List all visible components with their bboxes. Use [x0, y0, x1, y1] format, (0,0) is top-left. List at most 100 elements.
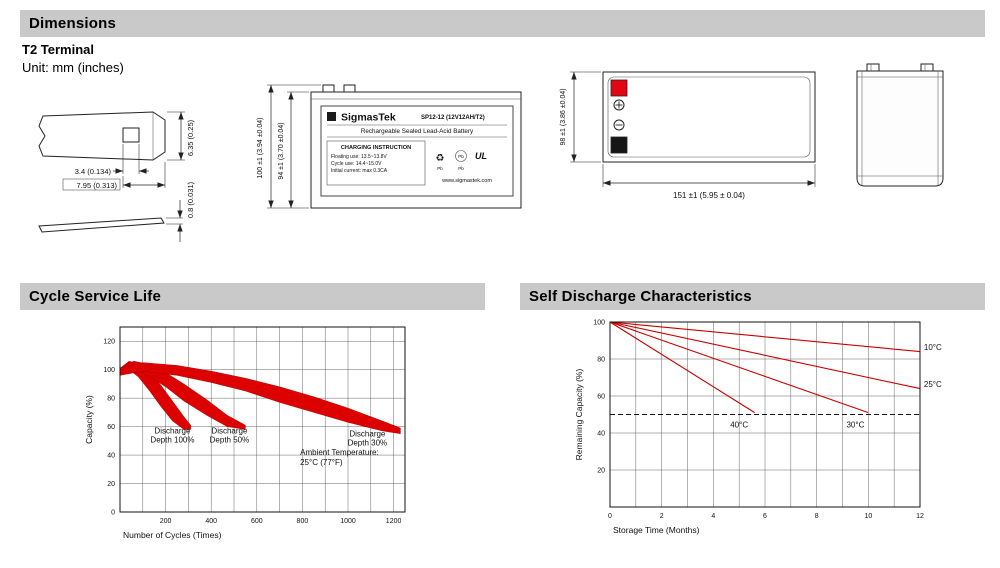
- negative-symbol-icon: [613, 119, 625, 131]
- x-tick-label: 8: [815, 513, 819, 520]
- y-tick-label: 100: [103, 367, 115, 374]
- dimensions-section-title: Dimensions: [29, 15, 117, 32]
- plot-border: [119, 326, 406, 513]
- y-tick-label: 60: [597, 394, 605, 401]
- x-tick-label: 4: [711, 513, 715, 520]
- y-tick-label: 40: [107, 453, 115, 460]
- x-tick-label: 10: [864, 513, 872, 520]
- discharge-band: [119, 362, 401, 434]
- website-text: www.sigmastek.com: [441, 178, 492, 184]
- dim-container-height-label: 94 ±1 (3.70 ±0.04): [278, 122, 285, 179]
- y-axis-label: Remaining Capacity (%): [574, 369, 584, 461]
- series-label: 25°C: [924, 380, 942, 389]
- x-tick-label: 200: [160, 518, 172, 525]
- plot-border: [609, 321, 921, 508]
- dim-tab-width-label: 7.95 (0.313): [77, 181, 118, 190]
- dimensions-section-header: Dimensions: [20, 10, 985, 37]
- charging-instruction-title: CHARGING INSTRUCTION: [341, 145, 411, 151]
- series-label: 40°C: [730, 420, 748, 429]
- side-terminal-1: [866, 63, 880, 72]
- dim-tab-thickness-label: 0.8 (0.031): [186, 181, 195, 218]
- x-tick-label: 800: [297, 518, 309, 525]
- unit-note: Unit: mm (inches): [22, 60, 124, 75]
- front-view-drawing: SigmasTek SP12-12 (12V12AH/T2) Rechargea…: [257, 84, 522, 209]
- top-view-drawing: 98 ±1 (3.86 ±0.04) 151 ±1 (5.95 ± 0.04): [560, 71, 816, 200]
- cycle-service-life-header: Cycle Service Life: [20, 283, 485, 310]
- dim-width-98-label: 98 ±1 (3.86 ±0.04): [560, 88, 567, 145]
- terminal-top-shape: [38, 111, 166, 161]
- charging-line-1: Floating use: 13.5~13.8V: [331, 154, 387, 160]
- side-view-case: [856, 63, 944, 187]
- charging-line-3: Initial current: max 0.3CA: [331, 168, 388, 174]
- dim-overall-height: 100 ±1 (3.94 ±0.04): [257, 84, 321, 209]
- series-line: [609, 321, 921, 390]
- brand-logo-icon: [327, 112, 336, 121]
- annotation-text: Ambient Temperature:: [300, 448, 379, 457]
- dim-container-height: 94 ±1 (3.70 ±0.04): [278, 91, 309, 208]
- pb-circle-icon: [455, 150, 467, 162]
- x-tick-label: 1200: [386, 518, 402, 525]
- dim-length-151: 151 ±1 (5.95 ± 0.04): [602, 164, 816, 200]
- band-label: Depth 50%: [210, 436, 250, 445]
- x-tick-label: 12: [916, 513, 924, 520]
- self-discharge-chart: 10°C 25°C 30°C 40°C 0 2 4 6 8 10 12 20 40 60 80 100 Stor…: [574, 320, 942, 536]
- dim-length-151-label: 151 ±1 (5.95 ± 0.04): [673, 191, 745, 200]
- y-tick-label: 100: [593, 320, 605, 327]
- pb-circle-text: Pb: [458, 154, 464, 159]
- side-view-drawing: [856, 63, 944, 187]
- terminal-type-label: T2 Terminal: [22, 42, 95, 57]
- terminal-tab-1: [322, 84, 335, 93]
- x-tick-label: 1000: [340, 518, 356, 525]
- dim-width-98: 98 ±1 (3.86 ±0.04): [560, 71, 601, 163]
- x-tick-label: 2: [660, 513, 664, 520]
- battery-type-text: Rechargeable Sealed Lead-Acid Battery: [361, 128, 474, 135]
- x-axis-label: Storage Time (Months): [613, 525, 700, 535]
- ul-mark-icon: UL: [475, 151, 487, 161]
- y-tick-label: 20: [597, 468, 605, 475]
- y-tick-label: 20: [107, 481, 115, 488]
- terminal-tab-2: [343, 84, 356, 93]
- dim-tab-height-label: 6.35 (0.25): [186, 119, 195, 156]
- model-number: SP12-12 (12V12AH/T2): [421, 115, 485, 121]
- band-label: Discharge: [349, 430, 386, 439]
- x-axis-label: Number of Cycles (Times): [123, 530, 222, 540]
- band-label: Depth 30%: [348, 439, 388, 448]
- y-tick-label: 60: [107, 424, 115, 431]
- y-tick-label: 80: [597, 357, 605, 364]
- positive-symbol-icon: [613, 99, 625, 111]
- positive-terminal: [610, 79, 628, 97]
- dim-tab-height: 6.35 (0.25): [167, 111, 195, 161]
- recycle-icon: ♻: [436, 153, 445, 164]
- pb-sub-label-1: Pb: [437, 166, 443, 171]
- terminal-side-shape: [38, 217, 165, 233]
- side-terminal-2: [920, 63, 934, 72]
- negative-terminal: [610, 136, 628, 154]
- self-discharge-header: Self Discharge Characteristics: [520, 283, 985, 310]
- pb-sub-label-2: Pb: [458, 166, 464, 171]
- y-tick-label: 80: [107, 396, 115, 403]
- dim-tab-thickness: 0.8 (0.031): [166, 181, 195, 242]
- y-tick-label: 0: [111, 510, 115, 517]
- self-discharge-title: Self Discharge Characteristics: [529, 288, 752, 305]
- band-label: Discharge: [211, 427, 248, 436]
- series-line: [609, 321, 869, 414]
- top-view-case: [602, 71, 816, 163]
- cycle-service-life-title: Cycle Service Life: [29, 288, 162, 305]
- series-label: 30°C: [846, 420, 864, 429]
- series-label: 10°C: [924, 343, 942, 352]
- battery-product-label: SigmasTek SP12-12 (12V12AH/T2) Rechargea…: [320, 105, 514, 197]
- y-tick-label: 40: [597, 431, 605, 438]
- y-axis-label: Capacity (%): [84, 395, 94, 444]
- dim-overall-height-label: 100 ±1 (3.94 ±0.04): [257, 117, 264, 178]
- band-label: Depth 100%: [150, 436, 194, 445]
- y-tick-label: 120: [103, 339, 115, 346]
- dim-hole-width-label: 3.4 (0.134): [75, 167, 112, 176]
- annotation-text: 25°C (77°F): [300, 458, 343, 467]
- x-tick-label: 6: [763, 513, 767, 520]
- dim-hole-width: 3.4 (0.134): [75, 144, 149, 176]
- x-tick-label: 0: [608, 513, 612, 520]
- dim-tab-width: 7.95 (0.313): [62, 162, 166, 191]
- series-line: [609, 321, 921, 353]
- series-line: [609, 321, 755, 414]
